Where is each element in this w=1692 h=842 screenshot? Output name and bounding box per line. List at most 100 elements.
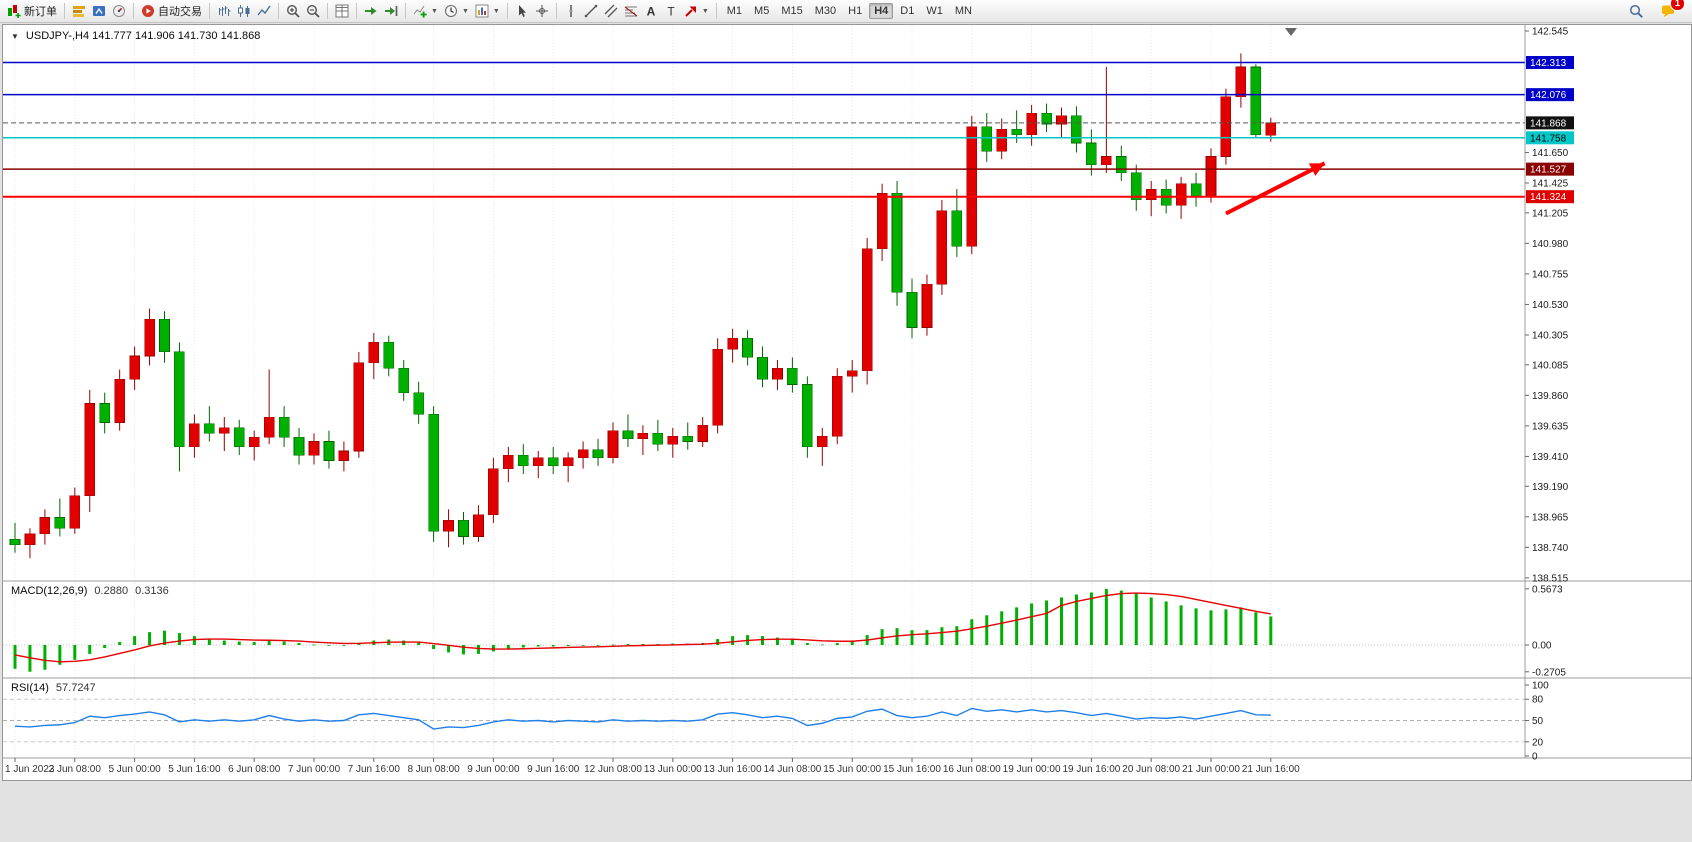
macd-histogram-bar [192,636,196,645]
bullish-candle [532,457,544,467]
arrows-icon [685,6,696,17]
rsi-tick-label: 50 [1532,716,1544,727]
bullish-candle [577,449,589,459]
bar-chart-button[interactable] [214,1,234,21]
timeframe-m1-button[interactable]: M1 [726,5,743,17]
auto-trading-button[interactable]: 自动交易 [138,1,205,21]
search-button[interactable] [1626,1,1646,21]
vertical-line-button[interactable] [561,1,581,21]
chevron-down-icon[interactable]: ▼ [492,7,500,15]
macd-histogram-bar [596,645,600,646]
zoom-in-button[interactable] [283,1,303,21]
rsi-tick-label: 100 [1532,681,1549,692]
market-watch-button[interactable] [69,1,89,21]
rsi-tick-label: 0 [1532,752,1538,763]
bullish-candle [338,450,350,461]
zoom-out-button[interactable] [303,1,323,21]
macd-histogram-bar [731,636,735,645]
price-axis[interactable]: 142.545 141.650 141.425 141.205 140.980 140.7… [1525,27,1574,763]
timeframe-mn-button[interactable]: MN [954,5,972,17]
line-chart-button[interactable] [254,1,274,21]
label-button[interactable]: T [661,1,681,21]
bullish-candle [1145,188,1157,201]
chart-shift-icon [385,6,398,16]
price-tick-label: 139.860 [1532,391,1569,402]
fibonacci-icon [624,6,638,17]
macd-histogram-bar [43,645,47,670]
indicators-button[interactable]: ▼ [410,1,441,21]
macd-histogram-bar [207,639,211,645]
price-line-objects[interactable] [3,61,1525,198]
toolbar-separator [133,3,134,19]
chevron-down-icon[interactable]: ▼ [431,7,438,15]
bullish-candle [562,457,574,467]
macd-tick-label: -0.2705 [1532,667,1566,678]
candlestick-chart-button[interactable] [234,1,254,21]
chart-shift-button[interactable] [381,1,401,21]
tile-windows-button[interactable] [332,1,352,21]
macd-histogram-bar [252,642,256,645]
macd-histogram-bar [177,633,181,645]
macd-histogram-bar [626,644,630,645]
bearish-candle [9,538,21,545]
chart-window[interactable]: 142.545 141.650 141.425 141.205 140.980 140.7… [2,24,1692,781]
chart-shift-marker[interactable] [1285,28,1297,36]
toolbar-right-group: 1 [1626,0,1688,21]
macd-histogram-bar [148,632,152,645]
terminal-button[interactable] [109,1,129,21]
arrows-button[interactable]: ▼ [681,1,712,21]
macd-histogram-bar [985,615,989,645]
zoom-in-icon [286,4,300,18]
cursor-button[interactable] [512,1,532,21]
macd-histogram-bar [566,645,570,646]
bearish-candle [891,192,903,293]
new-order-button[interactable]: 新订单 [4,1,60,21]
macd-histogram-bar [1209,610,1213,645]
time-tick-label: 7 Jun 16:00 [348,764,401,775]
bullish-candle [1026,112,1037,136]
timeframe-h4-button[interactable]: H4 [869,3,894,19]
crosshair-button[interactable] [532,1,552,21]
toolbar-separator [209,3,210,19]
fibonacci-button[interactable] [621,1,641,21]
bullish-candle [248,437,260,448]
timeframe-m30-button[interactable]: M30 [814,5,837,17]
toolbar-separator [555,3,557,19]
trend-arrow-annotation[interactable] [1225,161,1326,216]
one-click-trading-arrow[interactable]: ▼ [11,32,19,41]
cursor-icon [518,5,526,17]
auto-scroll-button[interactable] [361,1,381,21]
new-order-icon [8,5,21,18]
timeframe-d1-button[interactable]: D1 [900,5,915,17]
equidistant-channel-button[interactable] [601,1,621,21]
community-button[interactable]: 1 [1658,0,1685,21]
chevron-down-icon[interactable]: ▼ [701,7,709,15]
time-tick-label: 8 Jun 08:00 [407,764,460,775]
timeframe-h1-button[interactable]: H1 [848,5,863,17]
candlesticks [9,53,1277,559]
text-button[interactable]: A [641,1,661,21]
macd-histogram-bar [1030,603,1034,645]
time-tick-label: 13 Jun 16:00 [704,764,762,775]
trendline-button[interactable] [581,1,601,21]
timeframe-m5-button[interactable]: M5 [754,5,770,17]
timeframe-w1-button[interactable]: W1 [926,5,943,17]
navigator-button[interactable] [89,1,109,21]
svg-text:T: T [667,5,675,19]
macd-histogram-bar [297,643,301,645]
time-tick-label: 14 Jun 08:00 [763,764,821,775]
periods-button[interactable]: ▼ [441,1,472,21]
chevron-down-icon[interactable]: ▼ [461,7,469,15]
bearish-candle [802,384,813,448]
rsi-panel [3,698,1525,743]
line-chart-icon [257,5,271,16]
bullish-candle [473,514,484,537]
timeframe-m15-button[interactable]: M15 [781,5,803,17]
templates-button[interactable]: ▼ [472,1,503,21]
bearish-candle [757,357,768,380]
auto-scroll-icon [365,7,377,15]
bearish-candle [682,435,694,442]
macd-histogram-bar [581,645,585,646]
macd-histogram-bar [551,645,555,647]
